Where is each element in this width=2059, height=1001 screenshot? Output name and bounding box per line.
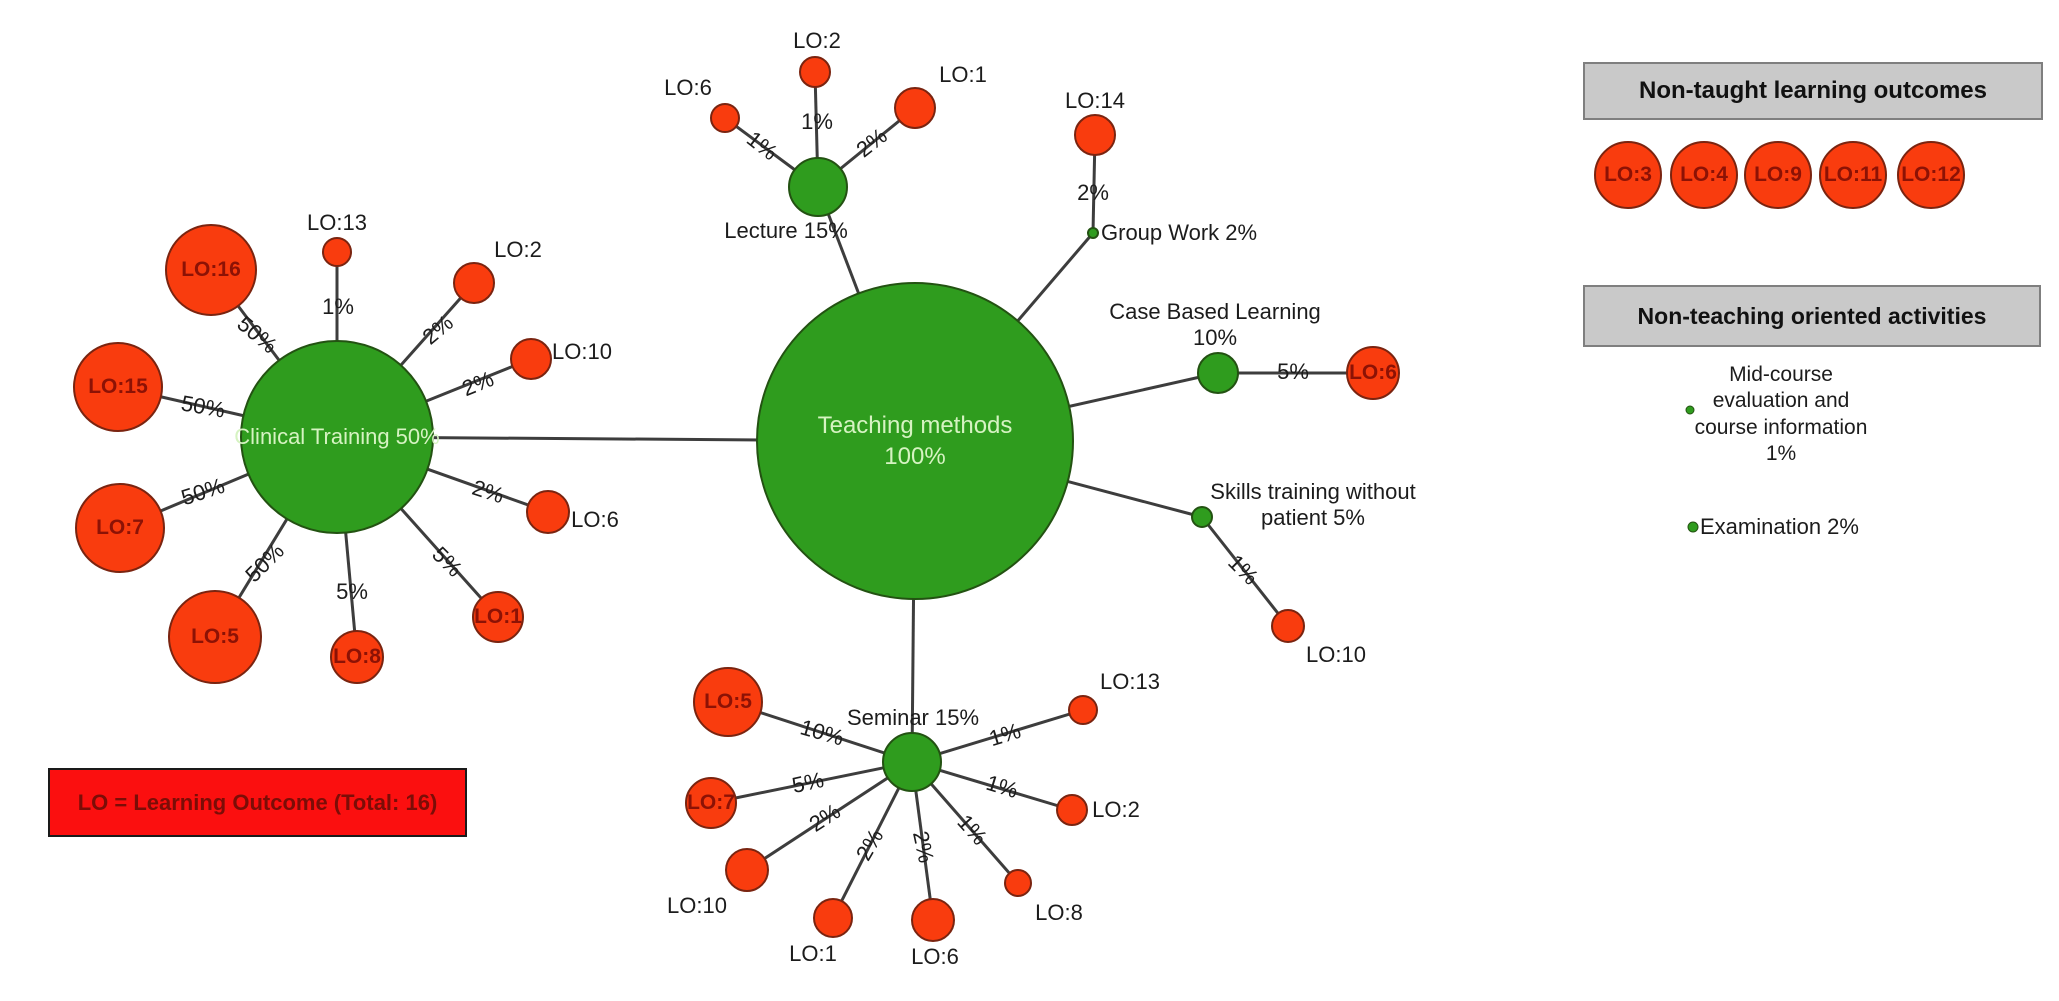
non-taught-lo9-circle: LO:9: [1744, 141, 1812, 209]
clinical-lo2-label: LO:2: [494, 237, 542, 262]
midcourse-line3: course information: [1694, 416, 1868, 439]
lecture-lo6-label: LO:6: [664, 75, 712, 100]
satellite-label: LO:7: [96, 516, 144, 539]
group-work-node: [1087, 227, 1099, 239]
non-taught-lo4-circle: LO:4: [1670, 141, 1738, 209]
satellite-label: LO:5: [191, 625, 239, 648]
midcourse-line2: evaluation and: [1712, 389, 1850, 412]
clinical-lo1-circle: LO:1: [472, 591, 524, 643]
clinical-lo5-circle: LO:5: [168, 590, 262, 684]
seminar-lo2-circle: [1056, 794, 1088, 826]
satellite-label: LO:1: [474, 605, 522, 628]
lecture-lo2-circle: [799, 56, 831, 88]
midcourse-line1: Mid-course: [1729, 363, 1833, 386]
non-taught-header: Non-taught learning outcomes: [1583, 62, 2043, 120]
edge-pct: 1%: [801, 109, 833, 134]
clinical-lo13-circle: [322, 237, 352, 267]
seminar-node: [882, 732, 942, 792]
seminar-lo1-label: LO:1: [789, 941, 837, 966]
lecture-node: [788, 157, 848, 217]
case-based-learning-node: [1197, 352, 1239, 394]
skills-training-label-line2: patient 5%: [1261, 505, 1365, 530]
clinical-lo2-circle: [453, 262, 495, 304]
edge-pct: 5%: [336, 579, 368, 604]
teaching-methods-label: Teaching methods 100%: [817, 411, 1013, 470]
case-based-learning-label-line1: Case Based Learning: [1109, 299, 1321, 324]
clinical-lo16-circle: LO:16: [165, 224, 257, 316]
satellite-label: LO:11: [1823, 163, 1883, 186]
clinical-training-node: Clinical Training 50%: [234, 340, 440, 534]
seminar-lo10-circle: [725, 848, 769, 892]
lecture-lo1-label: LO:1: [939, 62, 987, 87]
skills-lo10-circle: [1271, 609, 1305, 643]
clinical-lo7-circle: LO:7: [75, 483, 165, 573]
seminar-lo13-circle: [1068, 695, 1098, 725]
non-taught-lo11-circle: LO:11: [1819, 141, 1887, 209]
seminar-lo10-label: LO:10: [667, 893, 727, 918]
satellite-label: LO:7: [687, 791, 735, 814]
midcourse-dot: [1685, 405, 1695, 415]
group-work-label: Group Work 2%: [1101, 220, 1258, 245]
clinical-lo6-label: LO:6: [571, 507, 619, 532]
satellite-label: LO:12: [1901, 163, 1961, 186]
seminar-lo6-circle: [911, 898, 955, 942]
clinical-lo10-circle: [510, 338, 552, 380]
seminar-lo5-circle: LO:5: [693, 667, 763, 737]
lecture-lo1-circle: [894, 87, 936, 129]
edge-pct: 2%: [1077, 180, 1109, 205]
seminar-lo1-circle: [813, 898, 853, 938]
seminar-lo13-label: LO:13: [1100, 669, 1160, 694]
clinical-lo15-circle: LO:15: [73, 342, 163, 432]
group-work-lo14-circle: [1074, 114, 1116, 156]
legend-box: LO = Learning Outcome (Total: 16): [48, 768, 467, 837]
seminar-lo7-circle: LO:7: [685, 777, 737, 829]
examination-dot: [1687, 521, 1699, 533]
satellite-label: LO:6: [1349, 361, 1397, 384]
satellite-label: LO:4: [1680, 163, 1728, 186]
midcourse-line4: 1%: [1765, 442, 1797, 465]
clinical-lo10-label: LO:10: [552, 339, 612, 364]
edge-line: [1200, 516, 1290, 627]
satellite-label: LO:15: [88, 375, 148, 398]
non-teaching-header: Non-teaching oriented activities: [1583, 285, 2041, 347]
non-taught-lo12-circle: LO:12: [1897, 141, 1965, 209]
lecture-lo6-circle: [710, 103, 740, 133]
clinical-training-label: Clinical Training 50%: [234, 423, 440, 449]
satellite-label: LO:3: [1604, 163, 1652, 186]
satellite-label: LO:16: [181, 258, 241, 281]
edge-line: [710, 760, 913, 805]
examination-label: Examination 2%: [1700, 514, 1859, 539]
satellite-label: LO:8: [333, 645, 381, 668]
edge-pct: 1%: [322, 294, 354, 319]
edge-line: [746, 760, 913, 872]
seminar-lo6-label: LO:6: [911, 944, 959, 969]
group-work-lo14-label: LO:14: [1065, 88, 1125, 113]
seminar-lo2-label: LO:2: [1092, 797, 1140, 822]
teaching-methods-node: Teaching methods 100%: [756, 282, 1074, 600]
seminar-lo8-circle: [1004, 869, 1032, 897]
non-teaching-header-text: Non-teaching oriented activities: [1637, 302, 1987, 329]
clinical-lo13-label: LO:13: [307, 210, 367, 235]
lecture-lo2-label: LO:2: [793, 28, 841, 53]
edge-pct: 5%: [1277, 359, 1309, 384]
clinical-lo8-circle: LO:8: [330, 630, 384, 684]
skills-training-node: [1191, 506, 1213, 528]
skills-training-label-line1: Skills training without: [1210, 479, 1416, 504]
clinical-lo6-circle: [526, 490, 570, 534]
case-based-lo6-circle: LO:6: [1346, 346, 1400, 400]
seminar-label: Seminar 15%: [846, 705, 980, 730]
seminar-lo8-label: LO:8: [1035, 900, 1083, 925]
satellite-label: LO:9: [1754, 163, 1802, 186]
case-based-learning-label-line2: 10%: [1192, 325, 1238, 350]
legend-text: LO = Learning Outcome (Total: 16): [77, 789, 438, 815]
skills-lo10-label: LO:10: [1306, 642, 1366, 667]
satellite-label: LO:5: [704, 690, 752, 713]
non-taught-header-text: Non-taught learning outcomes: [1639, 77, 1987, 104]
lecture-label: Lecture 15%: [724, 218, 848, 243]
non-taught-lo3-circle: LO:3: [1594, 141, 1662, 209]
